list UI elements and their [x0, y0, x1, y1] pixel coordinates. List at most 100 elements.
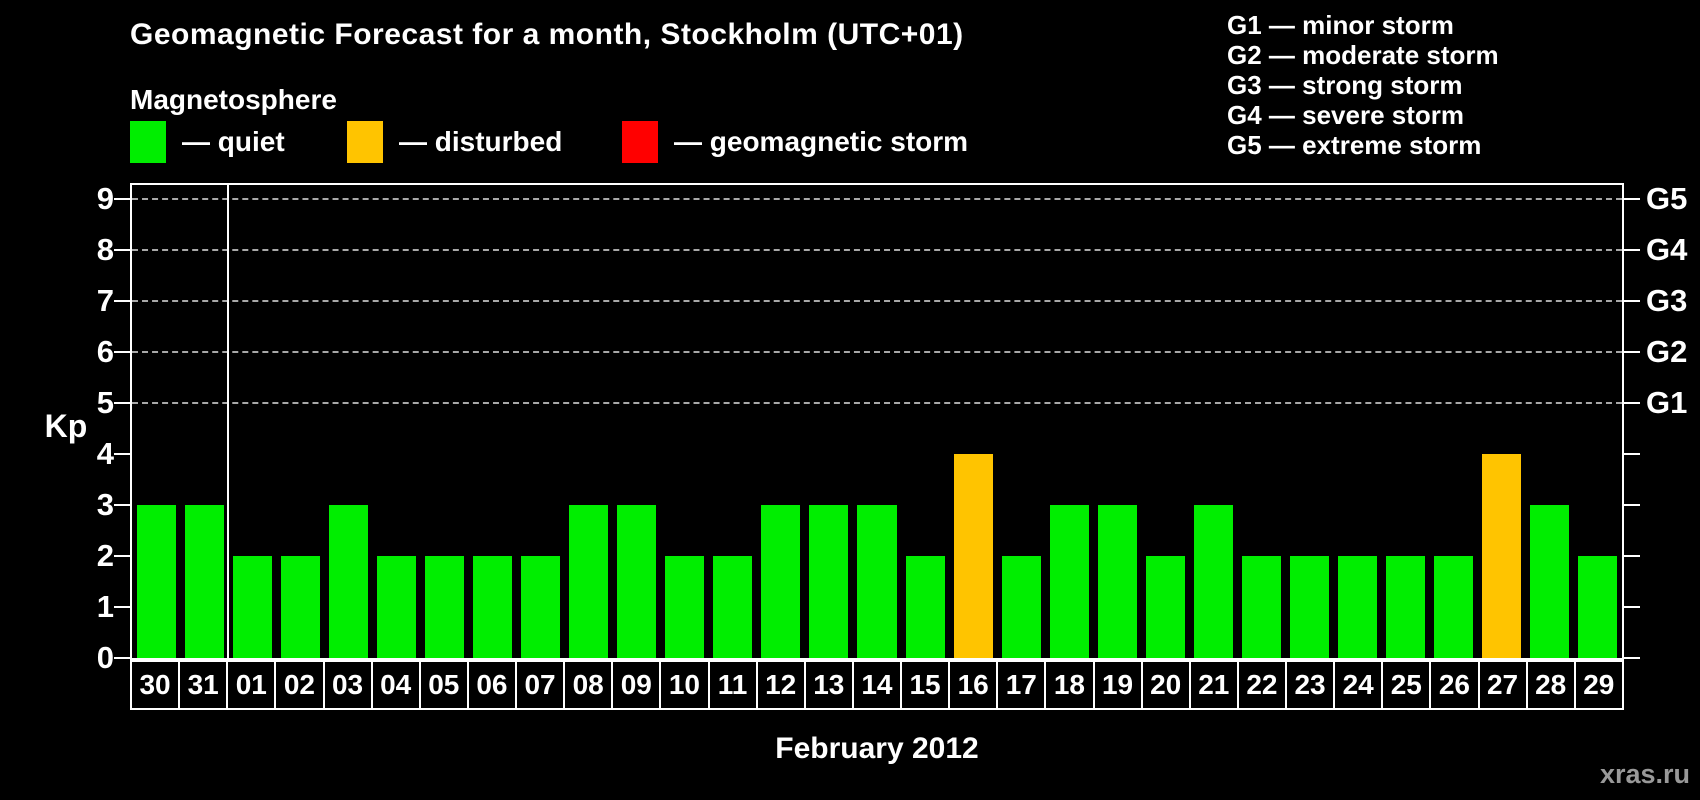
day-label-20: 20	[1140, 660, 1191, 710]
kp-bar-day-16	[953, 454, 993, 658]
legend-label-disturbed: — disturbed	[399, 126, 563, 157]
day-label-12: 12	[755, 660, 806, 710]
y-axis-tick-left-8	[114, 249, 130, 251]
day-label-08: 08	[563, 660, 614, 710]
legend-label-quiet: — quiet	[182, 126, 285, 157]
kp-bar-day-13	[809, 505, 849, 658]
y-axis-label-kp: Kp	[44, 408, 88, 444]
day-label-25: 25	[1381, 660, 1432, 710]
legend-item-storm: — geomagnetic storm	[622, 121, 968, 163]
day-label-26: 26	[1429, 660, 1480, 710]
day-label-04: 04	[370, 660, 421, 710]
disturbed-color-swatch-icon	[347, 121, 383, 163]
y-axis-tick-right-4	[1624, 453, 1640, 455]
plot-area	[130, 183, 1624, 660]
day-label-10: 10	[659, 660, 710, 710]
kp-bar-day-14	[857, 505, 897, 658]
day-label-19: 19	[1092, 660, 1143, 710]
day-label-02: 02	[274, 660, 325, 710]
kp-bar-day-17	[1001, 556, 1041, 658]
kp-bar-day-25	[1386, 556, 1426, 658]
chart-title: Geomagnetic Forecast for a month, Stockh…	[130, 18, 964, 51]
y-axis-tick-right-7	[1624, 300, 1640, 302]
kp-bar-day-30	[136, 505, 176, 658]
storm-color-swatch-icon	[622, 121, 658, 163]
day-label-24: 24	[1333, 660, 1384, 710]
day-label-21: 21	[1188, 660, 1239, 710]
y-axis-tick-left-0	[114, 657, 130, 659]
kp-bar-day-08	[569, 505, 609, 658]
kp-bar-day-12	[761, 505, 801, 658]
g-level-label-g3: G3	[1646, 283, 1688, 318]
kp-bar-day-15	[905, 556, 945, 658]
day-label-22: 22	[1236, 660, 1287, 710]
day-label-29: 29	[1573, 660, 1624, 710]
g-scale-legend-line-4: G4 — severe storm	[1227, 100, 1465, 130]
y-axis-tick-label-4: 4	[96, 436, 114, 471]
y-axis-tick-label-2: 2	[96, 538, 114, 573]
gridline-g2	[132, 351, 1622, 353]
y-axis-tick-right-8	[1624, 249, 1640, 251]
y-axis-tick-left-7	[114, 300, 130, 302]
g-level-label-g1: G1	[1646, 385, 1688, 420]
day-label-01: 01	[226, 660, 277, 710]
y-axis-tick-right-2	[1624, 555, 1640, 557]
y-axis-tick-label-1: 1	[96, 589, 114, 624]
kp-bar-day-22	[1241, 556, 1282, 658]
magnetosphere-legend-heading: Magnetosphere	[130, 84, 337, 115]
gridline-g3	[132, 300, 1622, 302]
y-axis-tick-label-5: 5	[96, 385, 114, 420]
kp-bar-day-06	[472, 556, 512, 658]
kp-bar-day-27	[1482, 454, 1522, 658]
day-label-row: 30 31 01 02 03 04 05 06 07 08 09 10 11 12 13 14 15 16 17 18…	[130, 660, 1624, 710]
day-label-14: 14	[851, 660, 902, 710]
watermark: xras.ru	[1599, 759, 1690, 789]
y-axis-tick-label-8: 8	[96, 232, 114, 267]
kp-bar-day-18	[1049, 505, 1089, 658]
legend-label-storm: — geomagnetic storm	[674, 126, 969, 157]
kp-bar-day-21	[1193, 505, 1233, 658]
day-label-28: 28	[1525, 660, 1576, 710]
kp-bar-day-23	[1290, 556, 1330, 658]
legend-item-quiet: — quiet	[130, 121, 285, 163]
g-level-label-g2: G2	[1646, 334, 1688, 369]
kp-bar-day-07	[521, 556, 561, 658]
day-label-30: 30	[130, 660, 181, 710]
gridline-g5	[132, 198, 1622, 200]
month-separator-line	[227, 185, 230, 658]
y-axis-tick-label-0: 0	[96, 640, 114, 675]
day-label-15: 15	[900, 660, 951, 710]
y-axis-tick-right-9	[1624, 198, 1640, 200]
g-scale-legend-line-5: G5 — extreme storm	[1227, 130, 1482, 160]
y-axis-tick-right-3	[1624, 504, 1640, 506]
day-label-13: 13	[803, 660, 854, 710]
legend-item-disturbed: — disturbed	[347, 121, 562, 163]
day-label-23: 23	[1285, 660, 1336, 710]
day-label-07: 07	[515, 660, 566, 710]
day-label-17: 17	[996, 660, 1047, 710]
day-label-27: 27	[1477, 660, 1528, 710]
day-label-06: 06	[466, 660, 517, 710]
y-axis-tick-left-2	[114, 555, 130, 557]
y-axis-tick-left-9	[114, 198, 130, 200]
day-label-16: 16	[948, 660, 999, 710]
y-axis-tick-left-1	[114, 606, 130, 608]
g-scale-legend: G1 — minor storm G2 — moderate storm G3 — …	[1227, 10, 1499, 160]
y-axis-tick-label-3: 3	[96, 487, 114, 522]
quiet-color-swatch-icon	[130, 121, 166, 163]
y-axis-tick-left-3	[114, 504, 130, 506]
y-axis-tick-label-7: 7	[96, 283, 114, 318]
kp-bar-day-20	[1145, 556, 1185, 658]
y-axis-tick-left-5	[114, 402, 130, 404]
day-label-05: 05	[418, 660, 469, 710]
gridline-g1	[132, 402, 1622, 404]
kp-bar-day-03	[328, 505, 368, 658]
y-axis-tick-label-6: 6	[96, 334, 114, 369]
kp-bar-day-04	[376, 556, 416, 658]
x-axis-label: February 2012	[775, 732, 979, 765]
g-level-label-g5: G5	[1646, 181, 1688, 216]
kp-bar-day-11	[713, 556, 753, 658]
kp-bar-day-28	[1530, 505, 1570, 658]
g-scale-legend-line-1: G1 — minor storm	[1227, 10, 1454, 40]
